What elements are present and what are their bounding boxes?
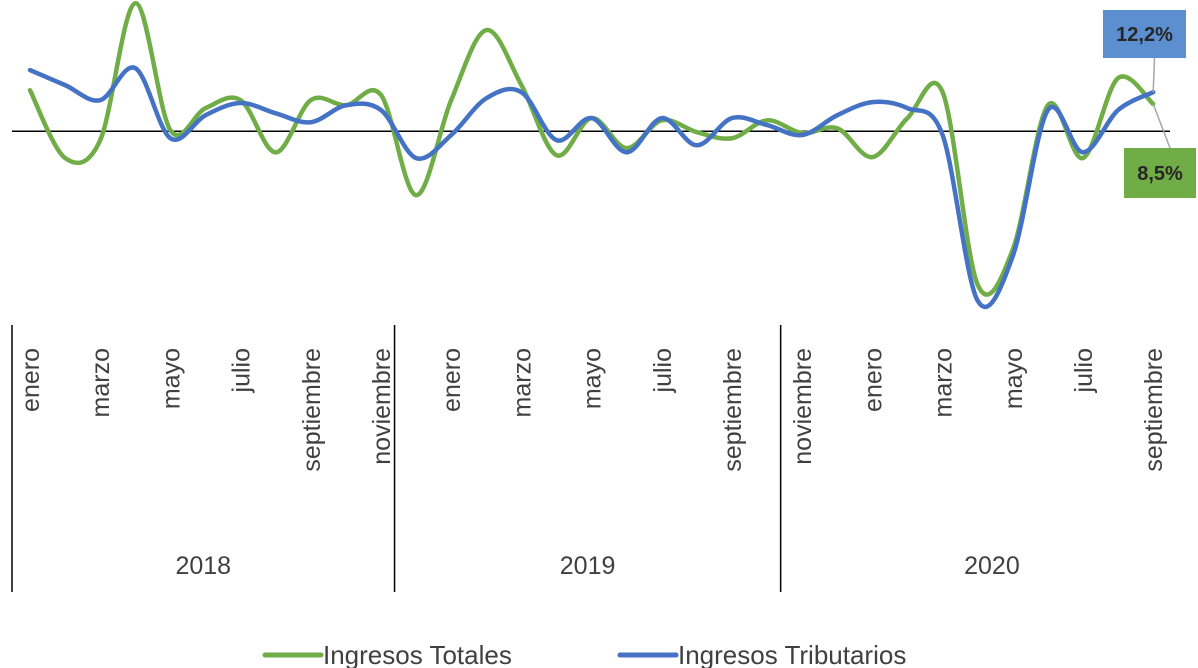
data-label: 12,2%	[1116, 24, 1173, 46]
x-tick-label: noviembre	[368, 348, 396, 465]
x-tick-label: noviembre	[789, 348, 817, 465]
x-tick-label: marzo	[508, 348, 536, 417]
series-line	[27, 0, 1156, 297]
x-tick-label: mayo	[157, 348, 185, 409]
group-label: 2020	[964, 552, 1020, 580]
x-tick-label: mayo	[1000, 348, 1028, 409]
x-tick-label: septiembre	[298, 348, 326, 472]
x-tick-label: septiembre	[1140, 348, 1168, 472]
x-tick-label: julio	[649, 348, 677, 393]
group-label: 2019	[560, 552, 616, 580]
x-tick-label: marzo	[87, 348, 115, 417]
leader-line	[1152, 57, 1156, 93]
data-label-box	[1124, 148, 1196, 198]
x-tick-label: septiembre	[719, 348, 747, 472]
x-tick-label: marzo	[930, 348, 958, 417]
x-tick-label: enero	[17, 348, 45, 412]
x-tick-label: enero	[438, 348, 466, 412]
x-tick-label: julio	[228, 348, 256, 393]
x-tick-label: mayo	[579, 348, 607, 409]
group-label: 2018	[175, 552, 231, 580]
leader-line	[1152, 103, 1171, 149]
x-tick-label: enero	[859, 348, 887, 412]
legend-label: Ingresos Tributarios	[678, 640, 906, 668]
data-label: 8,5%	[1137, 163, 1183, 185]
legend-label: Ingresos Totales	[323, 640, 512, 668]
data-label-box	[1103, 10, 1186, 58]
x-tick-label: julio	[1070, 348, 1098, 393]
series-line	[27, 65, 1156, 310]
